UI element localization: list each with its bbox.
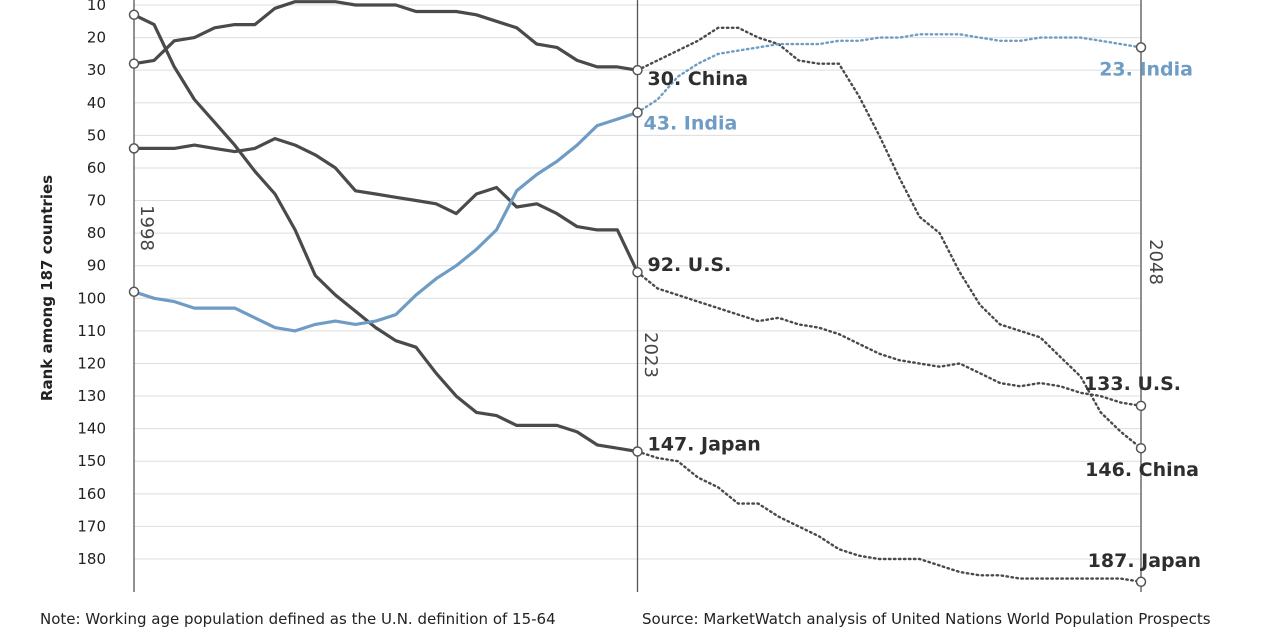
start-marker <box>128 9 140 21</box>
y-tick-label: 150 <box>77 452 106 470</box>
y-tick-label: 50 <box>87 126 106 144</box>
end-label: 30. China <box>648 68 749 90</box>
end-label: 92. U.S. <box>648 254 732 276</box>
y-tick-label: 20 <box>87 29 106 47</box>
end-marker <box>1135 442 1147 454</box>
series-line-historical <box>133 110 638 333</box>
footer-source: Source: MarketWatch analysis of United N… <box>642 610 1211 628</box>
end-label: 133. U.S. <box>1084 373 1181 395</box>
end-marker <box>1135 400 1147 412</box>
series-line-projected <box>636 271 1143 407</box>
end-marker <box>1135 42 1147 53</box>
y-tick-label: 90 <box>87 257 106 275</box>
series-line-historical <box>133 13 638 454</box>
footer-note: Note: Working age population defined as … <box>40 610 556 628</box>
y-tick-label: 120 <box>77 354 106 372</box>
start-marker <box>128 286 140 298</box>
y-tick-label: 40 <box>87 94 106 112</box>
series-lines <box>133 0 1143 583</box>
start-marker <box>128 143 140 154</box>
series-line-projected <box>636 33 1143 114</box>
y-tick-label: 140 <box>77 420 106 438</box>
y-tick-label: 80 <box>87 224 106 242</box>
y-tick-label: 160 <box>77 485 106 503</box>
y-tick-label: 130 <box>77 387 106 405</box>
end-labels: 30. China 43. India 92. U.S. 147. Japan 23. … <box>644 58 1202 571</box>
series-line-historical <box>133 0 638 72</box>
end-label: 43. India <box>644 113 738 135</box>
end-label: 147. Japan <box>648 433 761 455</box>
year-lines: 1998 2023 2048 <box>133 0 1166 592</box>
y-tick-label: 30 <box>87 61 106 79</box>
end-label: 146. China <box>1085 459 1199 481</box>
end-marker <box>1135 576 1147 588</box>
end-marker <box>632 107 643 118</box>
series-line-historical <box>134 137 639 273</box>
end-marker <box>632 266 643 278</box>
end-marker <box>632 446 643 457</box>
start-marker <box>128 58 140 69</box>
end-marker <box>632 64 643 76</box>
y-tick-label: 100 <box>77 289 106 307</box>
end-label: 187. Japan <box>1088 550 1201 572</box>
year-label: 2048 <box>1145 239 1166 285</box>
point-markers <box>128 9 1147 588</box>
y-tick-label: 60 <box>87 159 106 177</box>
series-line-projected <box>636 26 1143 450</box>
y-tick-label: 170 <box>77 517 106 535</box>
series-line-projected <box>636 450 1143 583</box>
y-tick-label: 180 <box>77 550 106 568</box>
y-tick-label: 10 <box>87 0 106 14</box>
y-axis-label: Rank among 187 countries <box>38 175 56 401</box>
y-axis-ticks: 10 20 30 40 50 60 70 80 90 100 110 120 130 140 150 160 1… <box>77 0 106 568</box>
year-label: 2023 <box>640 332 661 378</box>
y-tick-label: 110 <box>77 322 106 340</box>
y-tick-label: 70 <box>87 192 106 210</box>
year-label: 1998 <box>136 205 157 251</box>
end-label: 23. India <box>1099 58 1193 80</box>
